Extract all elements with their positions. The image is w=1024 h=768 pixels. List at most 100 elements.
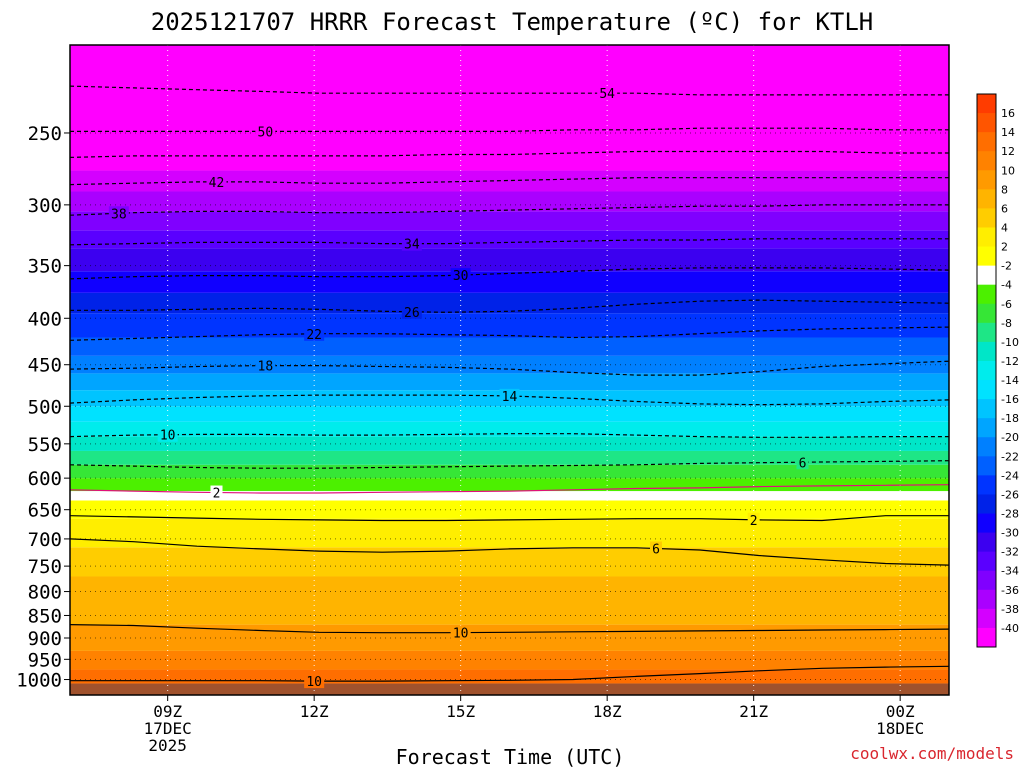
colorbar-label: 6 bbox=[1001, 202, 1008, 215]
colorbar-label: -40 bbox=[1001, 622, 1019, 635]
isotherm-plus6 bbox=[69, 538, 950, 566]
isotherm-label: 14 bbox=[502, 390, 518, 405]
x-tick-label: 18Z bbox=[593, 702, 622, 721]
colorbar-label: -28 bbox=[1001, 508, 1019, 521]
isotherm-label: 10 bbox=[306, 675, 322, 690]
colorbar-label: -2 bbox=[1001, 260, 1012, 273]
isotherm-minus22 bbox=[69, 326, 950, 341]
temperature-layer-9 bbox=[70, 478, 949, 492]
isotherm-label: 2 bbox=[213, 487, 221, 502]
isotherm-plus10 bbox=[69, 624, 950, 634]
isotherm-minus34 bbox=[69, 238, 949, 246]
isotherm-label-bg-16 bbox=[255, 124, 276, 139]
colorbar-segment-22 bbox=[977, 513, 996, 534]
chart-title: 2025121707 HRRR Forecast Temperature (ºC… bbox=[151, 8, 873, 36]
isotherm-label: 54 bbox=[599, 87, 615, 102]
isotherm-minus14 bbox=[69, 394, 950, 406]
x-tick-label: 2025 bbox=[148, 736, 187, 755]
isotherm-label-bg-0 bbox=[304, 674, 325, 689]
colorbar-label: 14 bbox=[1001, 126, 1015, 139]
colorbar-segment-26 bbox=[977, 589, 996, 610]
colorbar-segment-5 bbox=[977, 189, 996, 209]
y-tick-label: 250 bbox=[28, 123, 62, 145]
colorbar-segment-25 bbox=[977, 570, 996, 591]
plot-frame bbox=[69, 44, 950, 696]
isotherm-plus2 bbox=[69, 515, 949, 522]
y-tick-label: 400 bbox=[28, 308, 62, 330]
temperature-layer-17 bbox=[70, 355, 949, 374]
isotherm-label-bg-4 bbox=[210, 485, 223, 500]
isotherm-minus30 bbox=[69, 267, 950, 280]
isotherm-minus38 bbox=[69, 204, 949, 216]
credit-text: coolwx.com/models bbox=[850, 744, 1014, 763]
temperature-layer-23 bbox=[70, 230, 949, 249]
temperature-layer-21 bbox=[70, 271, 949, 293]
isotherm-label: 10 bbox=[453, 627, 469, 642]
colorbar-label: -18 bbox=[1001, 412, 1019, 425]
y-tick-label: 950 bbox=[28, 649, 62, 671]
colorbar-segment-13 bbox=[977, 341, 996, 362]
x-tick-label: 21Z bbox=[739, 702, 768, 721]
temperature-layer-6 bbox=[70, 518, 949, 548]
colorbar-label: -38 bbox=[1001, 603, 1019, 616]
isotherm-label-bg-7 bbox=[499, 388, 520, 403]
temperature-layer-16 bbox=[70, 373, 949, 391]
colorbar-segment-10 bbox=[977, 284, 996, 305]
colorbar-segment-21 bbox=[977, 494, 996, 515]
temperature-layer-10 bbox=[70, 464, 949, 479]
y-tick-label: 550 bbox=[28, 434, 62, 456]
temperature-layer-25 bbox=[70, 191, 949, 212]
isotherm-minus10 bbox=[69, 433, 949, 438]
isotherm-label: 42 bbox=[209, 176, 225, 191]
isotherm-plus10 bbox=[70, 665, 950, 682]
temperature-layer-1 bbox=[70, 669, 949, 684]
temperature-layer-13 bbox=[70, 421, 949, 437]
colorbar-label: -14 bbox=[1001, 374, 1019, 387]
y-tick-label: 300 bbox=[28, 195, 62, 217]
colorbar-segment-3 bbox=[977, 151, 996, 171]
isotherm-minus54 bbox=[69, 85, 949, 96]
isotherm-label: 50 bbox=[258, 125, 274, 140]
colorbar-segment-11 bbox=[977, 303, 996, 324]
colorbar-frame bbox=[976, 93, 997, 648]
colorbar-segment-0 bbox=[977, 94, 996, 114]
colorbar-label: 2 bbox=[1001, 241, 1008, 254]
x-tick-label: 00Z bbox=[886, 702, 915, 721]
colorbar-segment-2 bbox=[977, 132, 996, 152]
temperature-layer-24 bbox=[70, 211, 949, 231]
temperature-layer-7 bbox=[70, 500, 949, 519]
colorbar-label: 8 bbox=[1001, 183, 1008, 196]
y-tick-label: 1000 bbox=[16, 670, 62, 692]
temperature-color-layers bbox=[70, 45, 949, 695]
isotherm-label-bg-13 bbox=[108, 206, 129, 221]
temperature-layer-8 bbox=[70, 491, 949, 501]
colorbar-label: -22 bbox=[1001, 450, 1019, 463]
x-tick-label: 12Z bbox=[300, 702, 329, 721]
temperature-layer-12 bbox=[70, 436, 949, 451]
isotherm-label: 34 bbox=[404, 238, 420, 253]
isotherm-label: 26 bbox=[404, 306, 420, 321]
isotherm-label-bg-8 bbox=[255, 358, 276, 373]
colorbar-segment-28 bbox=[977, 627, 996, 648]
y-tick-label: 700 bbox=[28, 529, 62, 551]
isotherm-label: 18 bbox=[258, 360, 274, 375]
isotherm-label-bg-6 bbox=[157, 427, 178, 442]
y-tick-label: 900 bbox=[28, 628, 62, 650]
isotherm-label-bg-9 bbox=[304, 326, 325, 341]
isotherm-minus26 bbox=[70, 299, 950, 313]
x-tick-label: 09Z bbox=[153, 702, 182, 721]
x-tick-label: 15Z bbox=[446, 702, 475, 721]
temperature-layer-18 bbox=[70, 337, 949, 356]
colorbar-legend: 16 14 12 10 8 6 4 2 -2 -4 -6 -8 -10 -12 -14 -16 -18 -20 -2… bbox=[976, 93, 1019, 648]
isotherm-label: 10 bbox=[160, 429, 176, 444]
colorbar-label: 10 bbox=[1001, 164, 1015, 177]
colorbar-label: -36 bbox=[1001, 584, 1019, 597]
colorbar-label: -30 bbox=[1001, 527, 1019, 540]
temperature-layer-27 bbox=[70, 45, 949, 171]
x-tick-label: 18DEC bbox=[876, 719, 924, 738]
isotherm-label-bg-17 bbox=[597, 86, 618, 101]
temperature-layer-11 bbox=[70, 450, 949, 465]
